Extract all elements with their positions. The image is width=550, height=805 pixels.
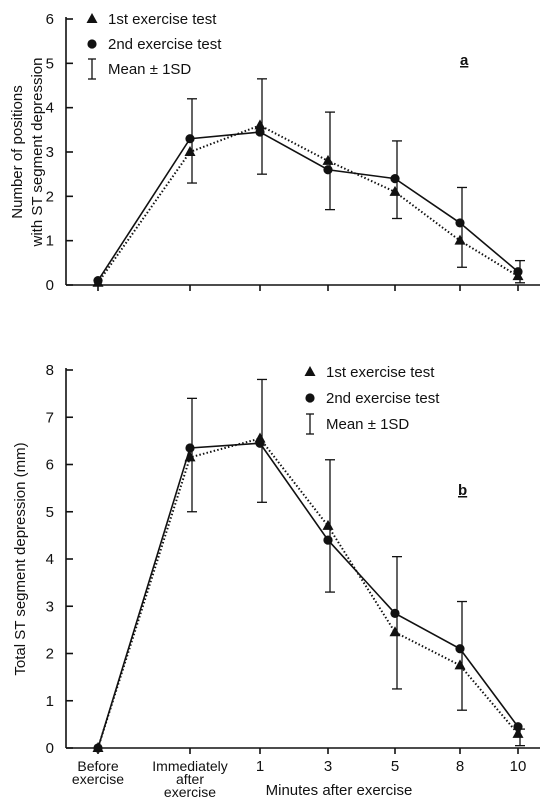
y-tick-label: 7 bbox=[46, 409, 54, 426]
legend-marker-triangle bbox=[86, 13, 98, 23]
data-point-triangle bbox=[454, 659, 466, 670]
data-point-circle bbox=[185, 134, 195, 144]
data-point-circle bbox=[323, 165, 333, 175]
legend-marker-circle bbox=[87, 39, 97, 49]
data-point-circle bbox=[513, 267, 523, 277]
data-point-circle bbox=[185, 443, 195, 453]
x-tick-label: exercise bbox=[72, 771, 124, 787]
x-tick-label: 5 bbox=[391, 758, 399, 775]
legend-label: Mean ± 1SD bbox=[326, 416, 409, 433]
legend-label: 1st exercise test bbox=[108, 11, 217, 28]
data-point-triangle bbox=[254, 119, 266, 130]
data-point-triangle bbox=[322, 519, 334, 530]
x-axis-title: Minutes after exercise bbox=[266, 782, 413, 799]
data-point-circle bbox=[455, 644, 465, 654]
data-point-triangle bbox=[389, 626, 401, 637]
chart-panel-b: 0 1 2 3 4 5 6 7 8 Total ST segment depression (mm… bbox=[12, 362, 540, 800]
y-tick-label: 1 bbox=[46, 233, 54, 250]
data-point-circle bbox=[93, 275, 103, 286]
legend-label: 2nd exercise test bbox=[326, 390, 440, 407]
y-tick-label: 2 bbox=[46, 646, 54, 663]
x-tick-label: after bbox=[176, 771, 204, 787]
y-tick-label: 5 bbox=[46, 55, 54, 72]
data-point-circle bbox=[255, 438, 265, 448]
series-line-2 bbox=[97, 442, 519, 749]
x-tick-label: 8 bbox=[456, 758, 464, 775]
x-tick-label: Before bbox=[77, 758, 118, 774]
legend: 1st exercise test 2nd exercise test Mean ±… bbox=[304, 364, 440, 435]
data-point-circle bbox=[323, 535, 333, 545]
x-tick-label: Immediately bbox=[152, 758, 227, 774]
panel-label: a bbox=[460, 52, 469, 69]
data-point-circle bbox=[455, 218, 465, 228]
x-tick-label: 3 bbox=[324, 758, 332, 775]
y-axis-label: Number of positions bbox=[9, 85, 26, 218]
legend-label: Mean ± 1SD bbox=[108, 61, 191, 78]
y-tick-label: 6 bbox=[46, 457, 54, 474]
chart-panel-a: 0 1 2 3 4 5 6 Number of positions with ST segmen… bbox=[9, 11, 540, 294]
x-tick-label: exercise bbox=[164, 784, 216, 800]
y-tick-label: 6 bbox=[46, 11, 54, 28]
data-point-triangle bbox=[454, 234, 466, 245]
legend-marker-triangle bbox=[304, 366, 316, 376]
data-point-circle bbox=[255, 127, 265, 137]
legend: 1st exercise test 2nd exercise test Mean ±… bbox=[86, 11, 222, 80]
y-axis-label: with ST segment depression bbox=[29, 58, 46, 248]
y-tick-label: 1 bbox=[46, 693, 54, 710]
y-tick-label: 0 bbox=[46, 277, 54, 294]
legend-label: 2nd exercise test bbox=[108, 36, 222, 53]
legend-marker-circle bbox=[305, 393, 315, 403]
data-point-circle bbox=[93, 743, 103, 753]
data-point-circle bbox=[390, 608, 400, 618]
legend-label: 1st exercise test bbox=[326, 364, 435, 381]
series-line-1 bbox=[97, 437, 519, 749]
y-tick-label: 0 bbox=[46, 740, 54, 757]
series-line-1 bbox=[97, 124, 519, 284]
data-point-triangle bbox=[184, 146, 196, 156]
panel-label: b bbox=[458, 482, 467, 499]
data-point-triangle bbox=[389, 185, 401, 196]
data-point-triangle bbox=[512, 727, 524, 738]
data-point-circle bbox=[390, 174, 400, 184]
series-line-2 bbox=[97, 131, 519, 282]
x-tick-label: 10 bbox=[510, 758, 527, 775]
data-point-triangle bbox=[322, 154, 334, 165]
y-tick-label: 3 bbox=[46, 144, 54, 161]
y-tick-label: 3 bbox=[46, 598, 54, 615]
y-tick-label: 5 bbox=[46, 504, 54, 521]
y-axis-label: Total ST segment depression (mm) bbox=[12, 442, 29, 675]
y-tick-label: 2 bbox=[46, 188, 54, 205]
x-tick-label: 1 bbox=[256, 758, 264, 775]
y-tick-label: 4 bbox=[46, 551, 54, 568]
data-point-circle bbox=[513, 722, 523, 732]
y-tick-label: 8 bbox=[46, 362, 54, 379]
y-tick-label: 4 bbox=[46, 100, 54, 117]
